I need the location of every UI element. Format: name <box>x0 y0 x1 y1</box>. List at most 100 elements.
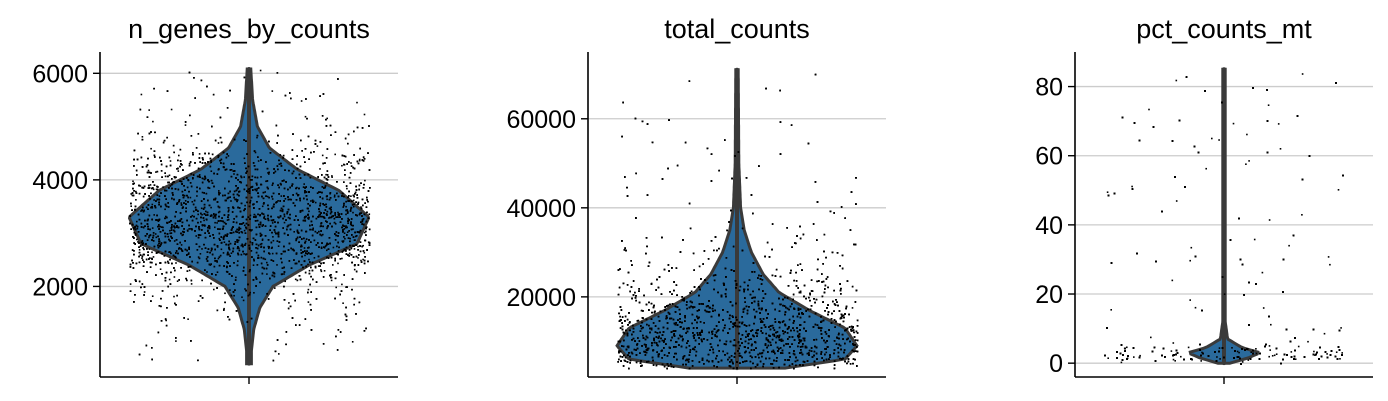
data-point <box>219 254 222 257</box>
data-point <box>296 230 299 233</box>
data-point <box>326 170 329 172</box>
data-point <box>195 225 197 228</box>
data-point <box>173 230 176 233</box>
data-point <box>224 199 227 202</box>
data-point <box>302 219 305 222</box>
data-point <box>133 250 135 252</box>
data-point <box>262 191 265 194</box>
data-point <box>361 198 364 201</box>
data-point <box>272 236 274 238</box>
data-point <box>347 142 349 145</box>
data-point <box>148 258 150 260</box>
data-point <box>184 200 187 202</box>
data-point <box>248 247 251 249</box>
data-point <box>352 228 354 230</box>
data-point <box>306 253 309 255</box>
data-point <box>296 155 298 157</box>
data-point <box>143 261 145 263</box>
data-point <box>283 299 286 301</box>
data-point <box>334 131 337 133</box>
data-point <box>176 243 179 245</box>
data-point <box>278 159 280 162</box>
data-point <box>257 195 260 198</box>
data-point <box>174 269 176 272</box>
data-point <box>342 229 344 231</box>
data-point <box>272 182 274 185</box>
data-point <box>224 194 226 197</box>
data-point <box>356 235 358 237</box>
data-point <box>328 237 331 239</box>
data-point <box>132 183 134 185</box>
data-point <box>226 253 229 256</box>
data-point <box>346 234 348 236</box>
data-point <box>142 265 145 267</box>
data-point <box>272 192 275 195</box>
data-point <box>215 274 217 276</box>
data-point <box>201 181 204 184</box>
data-point <box>237 239 240 242</box>
data-point <box>193 77 195 79</box>
data-point <box>278 186 280 189</box>
data-point <box>244 232 247 234</box>
data-point <box>256 201 258 203</box>
data-point <box>298 324 301 326</box>
data-point <box>318 210 321 213</box>
data-point <box>213 265 216 268</box>
data-point <box>249 214 252 217</box>
data-point <box>295 192 298 195</box>
data-point <box>325 125 328 127</box>
data-point <box>361 245 363 248</box>
data-point <box>222 237 225 239</box>
data-point <box>209 264 212 266</box>
data-point <box>299 211 302 213</box>
data-point <box>280 257 282 260</box>
data-point <box>159 156 161 159</box>
data-point <box>320 246 323 249</box>
data-point <box>145 206 148 209</box>
data-point <box>350 254 353 256</box>
data-point <box>318 214 320 217</box>
data-point <box>312 278 314 281</box>
data-point <box>351 200 353 202</box>
data-point <box>332 264 334 266</box>
data-point <box>340 213 343 215</box>
data-point <box>155 252 158 254</box>
data-point <box>179 160 182 162</box>
data-point <box>362 204 364 207</box>
data-point <box>329 216 331 219</box>
data-point <box>229 242 232 245</box>
data-point <box>311 224 313 226</box>
data-point <box>312 227 314 230</box>
data-point <box>155 236 158 239</box>
data-point <box>267 187 269 190</box>
data-point <box>319 213 321 216</box>
data-point <box>168 174 171 177</box>
data-point <box>227 251 229 254</box>
data-point <box>359 250 362 253</box>
data-point <box>169 283 172 285</box>
data-point <box>359 212 361 215</box>
data-point <box>273 229 276 231</box>
data-point <box>345 205 347 208</box>
data-point <box>266 293 268 295</box>
data-point <box>223 309 225 311</box>
data-point <box>134 228 137 231</box>
data-point <box>347 237 350 239</box>
data-point <box>191 228 193 231</box>
data-point <box>327 225 329 227</box>
data-point <box>178 248 180 250</box>
data-point <box>289 186 291 189</box>
data-point <box>365 226 368 228</box>
data-point <box>343 225 345 227</box>
data-point <box>355 201 357 203</box>
data-point <box>220 248 223 251</box>
data-point <box>275 201 277 204</box>
data-point <box>178 154 180 157</box>
data-point <box>228 240 230 243</box>
data-point <box>222 162 225 165</box>
data-point <box>353 248 356 250</box>
data-point <box>239 227 242 230</box>
data-point <box>185 203 187 205</box>
data-point <box>192 152 194 154</box>
data-point <box>146 248 148 250</box>
